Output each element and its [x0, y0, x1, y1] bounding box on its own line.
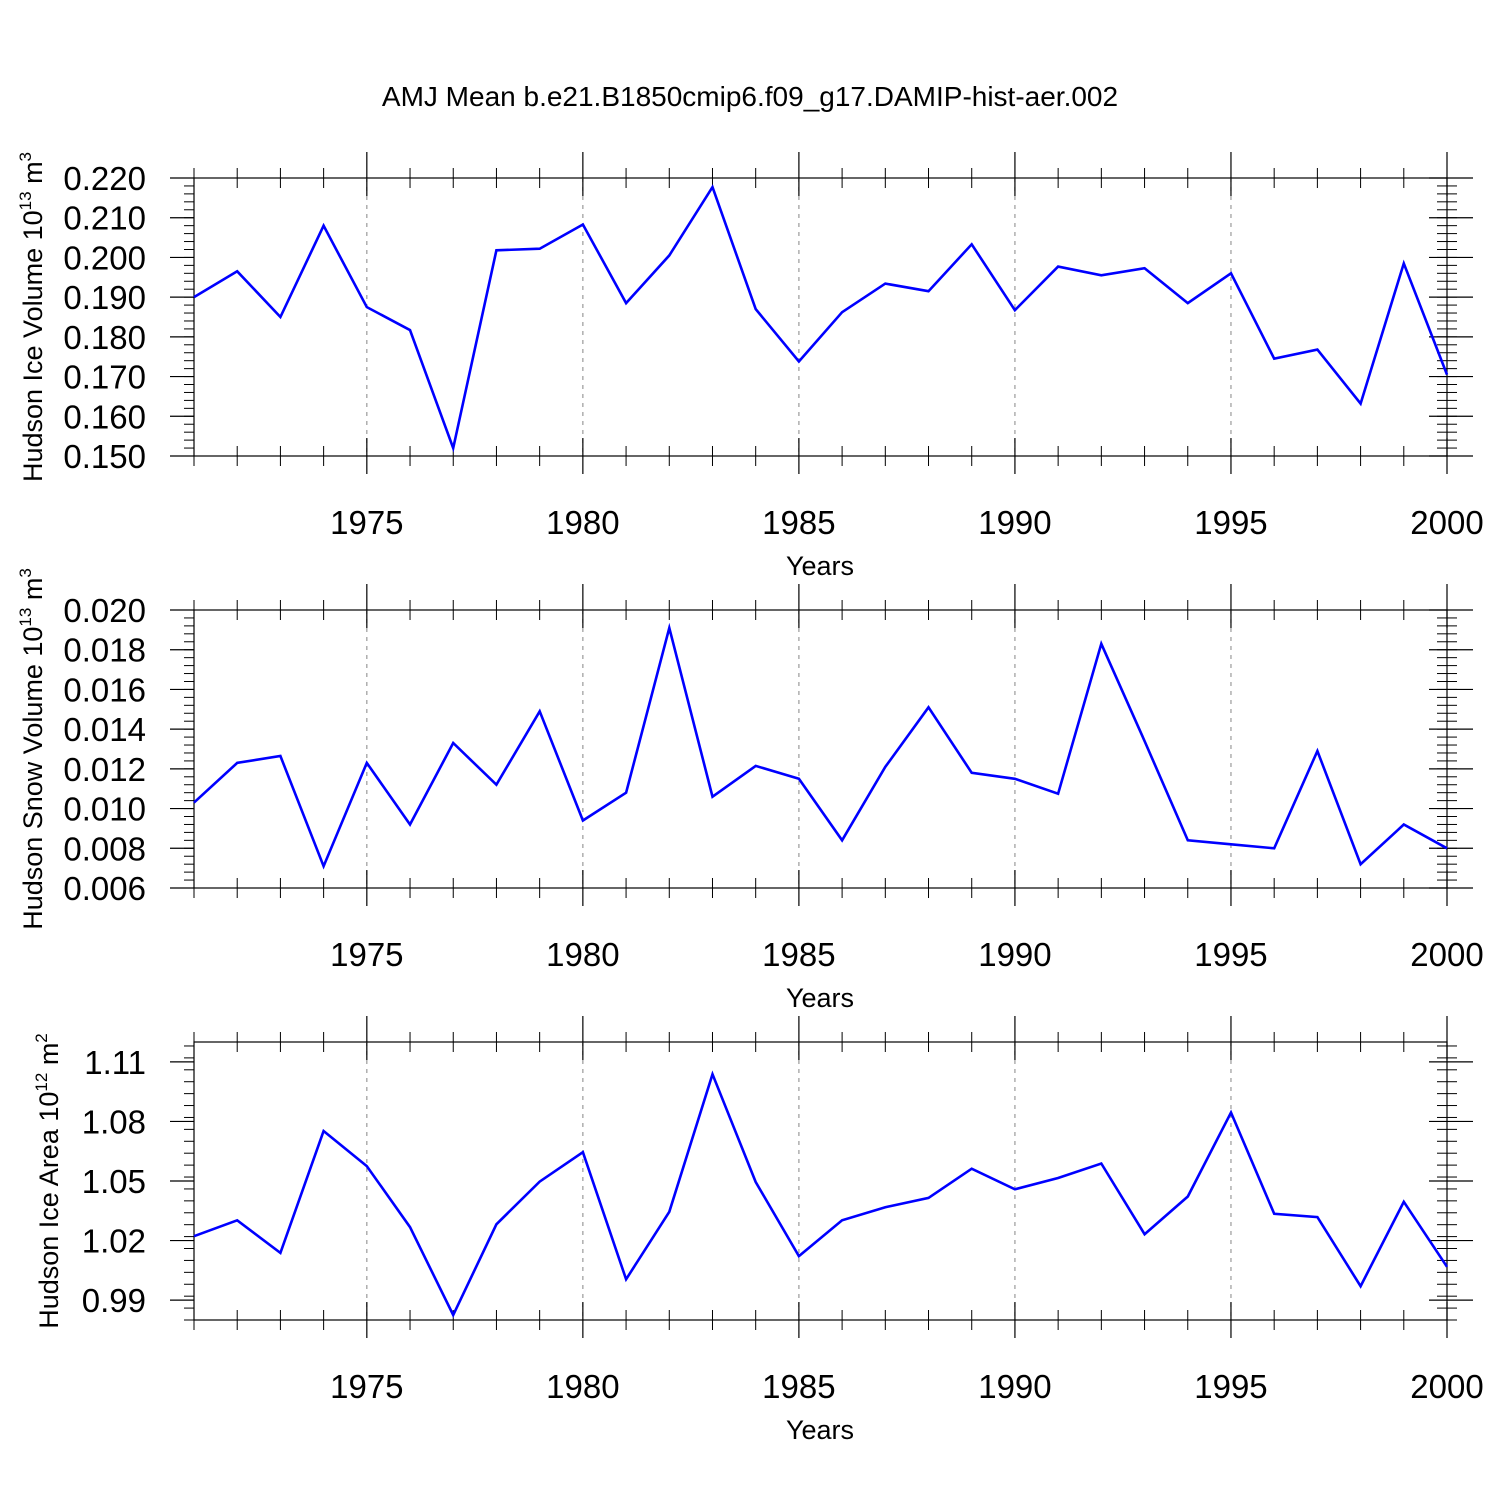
- y-tick-label: 0.018: [63, 632, 146, 669]
- figure-title: AMJ Mean b.e21.B1850cmip6.f09_g17.DAMIP-…: [382, 81, 1118, 112]
- y-tick-label: 0.006: [63, 870, 146, 907]
- grid-lines: [366, 610, 1232, 888]
- y-axis-label-unit: m: [18, 161, 48, 191]
- x-tick-label: 1980: [546, 936, 619, 973]
- y-tick-label: 0.170: [63, 359, 146, 396]
- x-tick-label: 2000: [1410, 936, 1483, 973]
- x-axis-label: Years: [786, 983, 854, 1013]
- y-tick-label: 0.014: [63, 711, 146, 748]
- y-tick-label: 0.020: [63, 592, 146, 629]
- x-tick-label: 1990: [978, 504, 1051, 541]
- x-tick-label: 1995: [1194, 936, 1267, 973]
- y-tick-labels: 0.99 1.02 1.05 1.08 1.11: [82, 1044, 146, 1319]
- y-tick-label: 0.220: [63, 160, 146, 197]
- x-tick-label: 1980: [546, 1368, 619, 1405]
- y-axis-label-unit-exponent: 3: [16, 568, 35, 577]
- y-tick-label: 0.016: [63, 671, 146, 708]
- x-tick-labels: 1975 1980 1985 1990 1995 2000: [330, 936, 1484, 973]
- y-tick-label: 0.160: [63, 398, 146, 435]
- y-tick-label: 0.180: [63, 319, 146, 356]
- y-axis-label-unit-exponent: 3: [16, 152, 35, 161]
- x-axis-label: Years: [786, 1415, 854, 1445]
- plot-frame: [193, 177, 1448, 457]
- x-tick-label: 2000: [1410, 504, 1483, 541]
- series-line: [193, 622, 1448, 870]
- series-line-group: [193, 184, 1449, 453]
- x-tick-label: 1995: [1194, 1368, 1267, 1405]
- x-tick-label: 1985: [762, 936, 835, 973]
- series-line: [193, 1070, 1449, 1318]
- series-line-group: [193, 1070, 1449, 1318]
- x-tick-label: 1985: [762, 1368, 835, 1405]
- y-tick-label: 0.008: [63, 830, 146, 867]
- grid-lines: [366, 1042, 1232, 1320]
- series-line-group: [193, 622, 1448, 870]
- x-tick-labels: 1975 1980 1985 1990 1995 2000: [330, 504, 1484, 541]
- x-tick-labels: 1975 1980 1985 1990 1995 2000: [330, 1368, 1484, 1405]
- x-axis-label: Years: [786, 551, 854, 581]
- y-axis-label-exponent: 13: [16, 191, 35, 210]
- y-axis-label-unit: m: [34, 1043, 64, 1073]
- x-tick-label: 1990: [978, 1368, 1051, 1405]
- y-tick-label: 0.99: [82, 1282, 146, 1319]
- tick-marks: [170, 1016, 1473, 1338]
- tick-marks: [170, 584, 1473, 906]
- y-tick-label: 1.02: [82, 1223, 146, 1260]
- y-tick-label: 0.190: [63, 279, 146, 316]
- y-tick-label: 0.012: [63, 751, 146, 788]
- y-axis-label-main: Hudson Ice Volume 10: [18, 210, 48, 482]
- x-tick-label: 1990: [978, 936, 1051, 973]
- y-axis-label-exponent: 12: [32, 1073, 51, 1092]
- x-tick-label: 2000: [1410, 1368, 1483, 1405]
- y-tick-label: 1.05: [82, 1163, 146, 1200]
- grid-lines: [366, 178, 1232, 456]
- plot-frame: [193, 609, 1448, 889]
- y-tick-label: 1.08: [82, 1103, 146, 1140]
- y-axis-label-unit: m: [18, 578, 48, 608]
- y-tick-label: 0.150: [63, 438, 146, 475]
- y-axis-label-main: Hudson Snow Volume 10: [18, 627, 48, 930]
- x-tick-label: 1995: [1194, 504, 1267, 541]
- y-axis-label: Hudson Snow Volume 1013 m3: [16, 568, 48, 930]
- snow-volume-panel: 0.0060.0080.0100.0120.0140.0160.0180.020…: [16, 568, 1484, 1013]
- y-axis-label-exponent: 13: [16, 608, 35, 627]
- x-tick-label: 1975: [330, 504, 403, 541]
- y-axis-label: Hudson Ice Area 1012 m2: [32, 1033, 64, 1329]
- x-tick-label: 1975: [330, 1368, 403, 1405]
- x-tick-label: 1985: [762, 504, 835, 541]
- y-axis-label-unit-exponent: 2: [32, 1033, 51, 1042]
- y-tick-label: 0.200: [63, 239, 146, 276]
- tick-marks: [170, 152, 1473, 474]
- series-line: [193, 184, 1449, 453]
- ice-volume-panel: 0.1500.1600.1700.1800.1900.2000.2100.220…: [16, 152, 1484, 581]
- y-tick-label: 1.11: [84, 1044, 146, 1081]
- ice-area-panel: 0.99 1.02 1.05 1.08 1.11 1975 1980 1985 1990 199…: [32, 1016, 1484, 1445]
- y-axis-label-main: Hudson Ice Area 10: [34, 1092, 64, 1329]
- x-tick-label: 1975: [330, 936, 403, 973]
- x-tick-label: 1980: [546, 504, 619, 541]
- y-tick-label: 0.010: [63, 791, 146, 828]
- y-tick-label: 0.210: [63, 200, 146, 237]
- y-axis-label: Hudson Ice Volume 1013 m3: [16, 152, 48, 482]
